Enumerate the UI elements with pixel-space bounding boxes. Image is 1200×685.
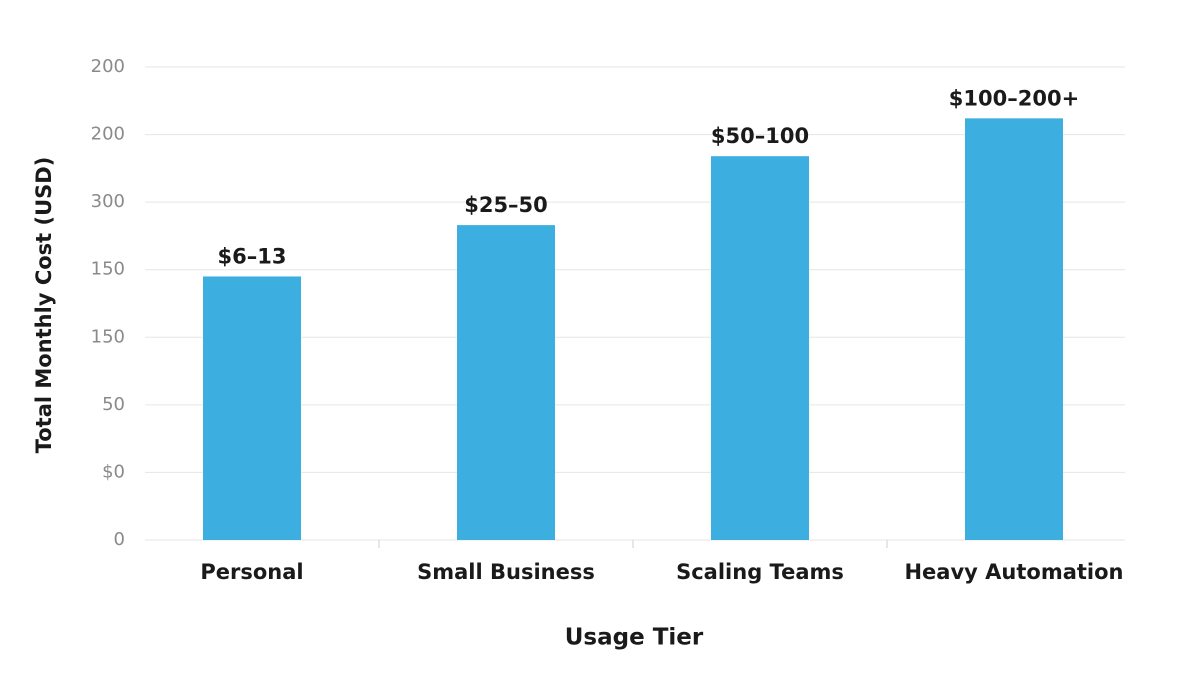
bar [203, 276, 301, 540]
x-tick-label: Personal [200, 560, 303, 584]
y-axis-title: Total Monthly Cost (USD) [32, 157, 56, 454]
y-tick-label: 300 [91, 191, 125, 212]
y-tick-label: 200 [91, 56, 125, 77]
x-tick-label: Scaling Teams [676, 560, 844, 584]
x-axis-title: Usage Tier [565, 625, 704, 651]
value-label: $25–50 [464, 193, 548, 217]
value-label: $50–100 [711, 124, 809, 148]
y-tick-label: 50 [102, 394, 125, 415]
bar [457, 225, 555, 541]
bar [965, 118, 1063, 541]
x-tick-label: Small Business [417, 560, 595, 584]
y-tick-label: 200 [91, 124, 125, 145]
y-tick-label: 150 [91, 259, 125, 280]
y-tick-label: 0 [114, 529, 125, 550]
y-tick-label: $0 [102, 461, 125, 482]
value-label: $6–13 [218, 244, 287, 268]
bar [711, 156, 809, 541]
y-tick-label: 150 [91, 326, 125, 347]
value-label: $100–200+ [949, 86, 1079, 110]
x-tick-label: Heavy Automation [904, 560, 1123, 584]
